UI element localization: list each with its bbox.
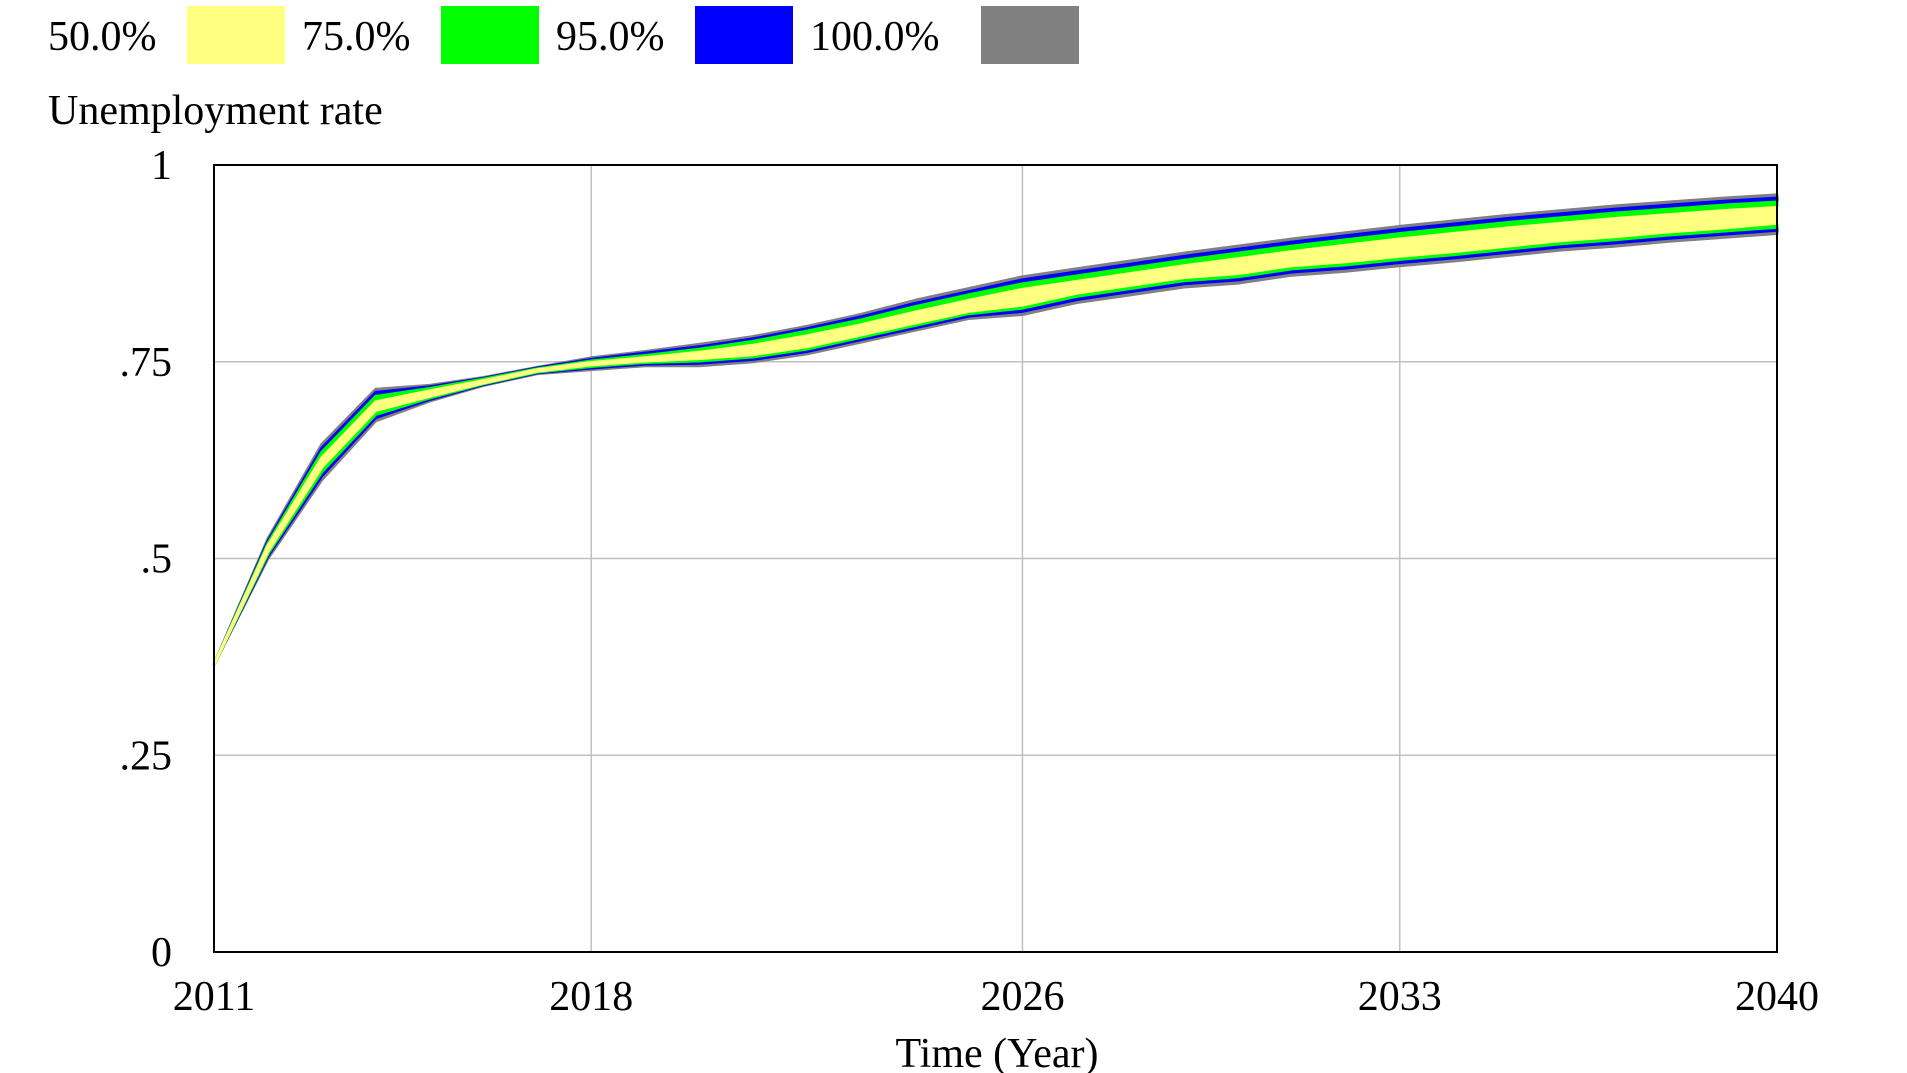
- legend: 50.0% 75.0% 95.0% 100.0%: [48, 6, 1079, 64]
- band-50-0pct: [212, 206, 1779, 667]
- legend-swatch-2: [695, 6, 793, 64]
- x-axis-label: Time (Year): [895, 1031, 1098, 1073]
- band-95-0pct: [212, 196, 1779, 667]
- band-75-0pct: [212, 200, 1779, 667]
- legend-label-3: 100.0%: [810, 14, 940, 60]
- y-tick-label-1: .25: [120, 733, 173, 779]
- band-100-0pct: [212, 193, 1779, 667]
- x-axis-ticks: 2011 2018 2026 2033 2040: [173, 974, 1819, 1020]
- legend-label-2: 95.0%: [556, 14, 665, 60]
- x-tick-label-0: 2011: [173, 974, 255, 1020]
- plot-area-frame: [213, 164, 1778, 953]
- legend-label-0: 50.0%: [48, 14, 157, 60]
- y-tick-label-0: 0: [151, 930, 172, 976]
- legend-swatch-1: [441, 6, 539, 64]
- x-tick-label-3: 2033: [1358, 974, 1442, 1020]
- chart-title: Unemployment rate: [48, 88, 383, 134]
- x-tick-label-4: 2040: [1735, 974, 1819, 1020]
- y-axis-ticks: 0 .25 .5 .75 1: [120, 143, 173, 976]
- x-tick-label-1: 2018: [549, 974, 633, 1020]
- y-tick-label-3: .75: [120, 340, 173, 386]
- y-tick-label-4: 1: [151, 143, 172, 189]
- x-tick-label-2: 2026: [980, 974, 1064, 1020]
- legend-swatch-3: [981, 6, 1079, 64]
- confidence-bands: [212, 193, 1779, 667]
- legend-swatch-0: [187, 6, 285, 64]
- y-tick-label-2: .5: [141, 537, 173, 583]
- legend-label-1: 75.0%: [302, 14, 411, 60]
